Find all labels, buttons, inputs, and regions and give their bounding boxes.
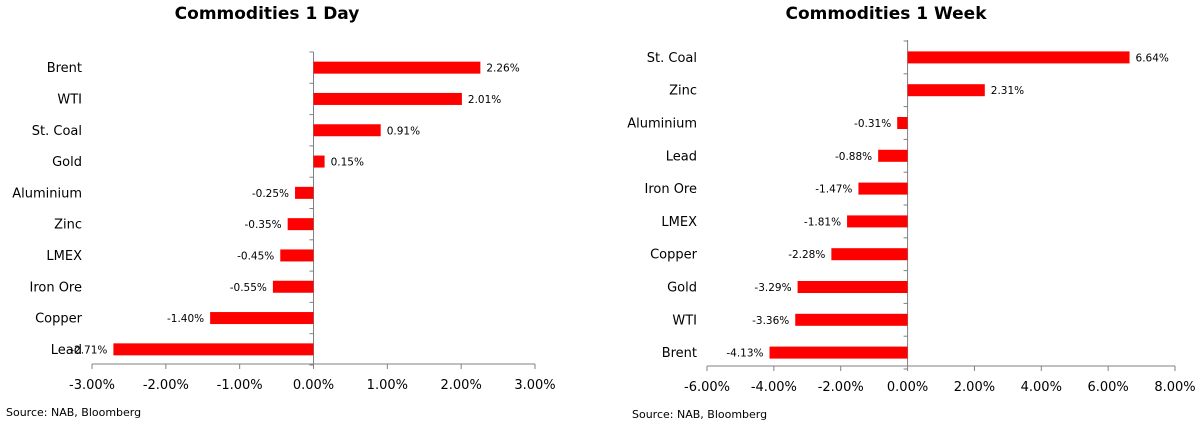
value-label: 2.26% — [486, 63, 519, 75]
bar-wti — [313, 92, 462, 105]
bar-zinc — [907, 84, 985, 97]
category-label: LMEX — [46, 249, 82, 264]
category-label: Aluminium — [12, 186, 82, 201]
x-tick-label: 1.00% — [367, 378, 408, 393]
value-label: -3.29% — [754, 282, 791, 294]
category-label: LMEX — [661, 215, 697, 230]
value-label: -1.40% — [167, 313, 204, 325]
bar-lmex — [847, 215, 908, 228]
value-label: -1.81% — [804, 216, 841, 228]
category-label: Copper — [35, 312, 83, 327]
source-note: Source: NAB, Bloomberg — [6, 406, 142, 419]
x-tick-label: -6.00% — [684, 380, 730, 395]
value-label: 6.64% — [1136, 52, 1169, 64]
category-label: Lead — [51, 343, 82, 358]
category-label: Zinc — [669, 84, 697, 99]
category-label: Brent — [662, 346, 697, 361]
category-label: St. Coal — [32, 124, 82, 139]
bar-lead — [878, 149, 908, 162]
bar-brent — [769, 346, 908, 359]
value-label: -4.13% — [726, 348, 763, 360]
value-label: 0.91% — [387, 125, 420, 137]
x-tick-label: 4.00% — [1021, 380, 1062, 395]
x-tick-label: 2.00% — [441, 378, 482, 393]
value-label: -0.35% — [245, 219, 282, 231]
bar-gold — [313, 155, 325, 168]
x-tick-label: 0.00% — [293, 378, 334, 393]
value-label: -2.71% — [70, 344, 107, 356]
value-label: -0.45% — [237, 250, 274, 262]
value-label: -0.88% — [835, 151, 872, 163]
x-tick-label: 0.00% — [887, 380, 928, 395]
chart-title: Commodities 1 Week — [785, 4, 987, 24]
value-label: 2.01% — [468, 94, 501, 106]
x-tick-label: 8.00% — [1154, 380, 1195, 395]
bar-aluminium — [897, 117, 908, 129]
chart-title: Commodities 1 Day — [174, 4, 360, 24]
bar-wti — [795, 313, 908, 326]
value-label: -0.55% — [230, 282, 267, 294]
bar-copper — [831, 248, 908, 261]
chart-panel-1-week: Commodities 1 Week -6.00% -4.00% -2.00% 0.0… — [600, 0, 1204, 427]
value-label: 2.31% — [991, 85, 1024, 97]
x-tick-label: -1.00% — [217, 378, 263, 393]
bar-iron-ore — [272, 280, 314, 293]
category-label: Brent — [47, 61, 82, 76]
x-tick-label: -4.00% — [751, 380, 797, 395]
bar-chart-1-week: -6.00% -4.00% -2.00% 0.00% 2.00% 4.00% 6.00% 8.… — [627, 40, 1196, 395]
bar-chart-1-day: -3.00% -2.00% -1.00% 0.00% 1.00% 2.00% 3.00% Br… — [12, 51, 556, 393]
x-tick-label: -2.00% — [818, 380, 864, 395]
category-label: Gold — [667, 281, 697, 296]
value-label: -0.25% — [252, 188, 289, 200]
chart-panel-1-day: Commodities 1 Day -3.00% -2.00% -1.00% 0.00… — [0, 0, 600, 427]
bar-brent — [313, 61, 481, 74]
bar-st-coal — [313, 124, 381, 137]
bar-zinc — [287, 218, 314, 231]
x-tick-label: 2.00% — [954, 380, 995, 395]
value-label: -2.28% — [788, 249, 825, 261]
category-label: Iron Ore — [29, 280, 82, 295]
bar-lmex — [280, 249, 314, 262]
x-tick-label: 3.00% — [514, 378, 555, 393]
x-tick-label: 6.00% — [1087, 380, 1128, 395]
bar-iron-ore — [858, 182, 908, 195]
value-label: -3.36% — [752, 315, 789, 327]
source-note: Source: NAB, Bloomberg — [632, 408, 768, 421]
category-label: Lead — [666, 149, 697, 164]
x-tick-label: -3.00% — [69, 378, 115, 393]
value-label: -0.31% — [854, 118, 891, 130]
category-label: Zinc — [54, 218, 82, 233]
value-label: -1.47% — [815, 184, 852, 196]
category-label: WTI — [57, 92, 82, 107]
bar-aluminium — [295, 186, 314, 199]
bar-copper — [210, 312, 314, 325]
category-label: Iron Ore — [644, 182, 697, 197]
bar-lead — [113, 343, 314, 356]
bar-st-coal — [907, 51, 1130, 64]
category-label: Aluminium — [627, 117, 697, 132]
category-label: WTI — [672, 313, 697, 328]
x-tick-label: -2.00% — [143, 378, 189, 393]
category-label: St. Coal — [647, 51, 697, 66]
category-label: Copper — [650, 248, 698, 263]
bar-gold — [797, 281, 908, 293]
value-label: 0.15% — [331, 157, 364, 169]
category-label: Gold — [52, 155, 82, 170]
